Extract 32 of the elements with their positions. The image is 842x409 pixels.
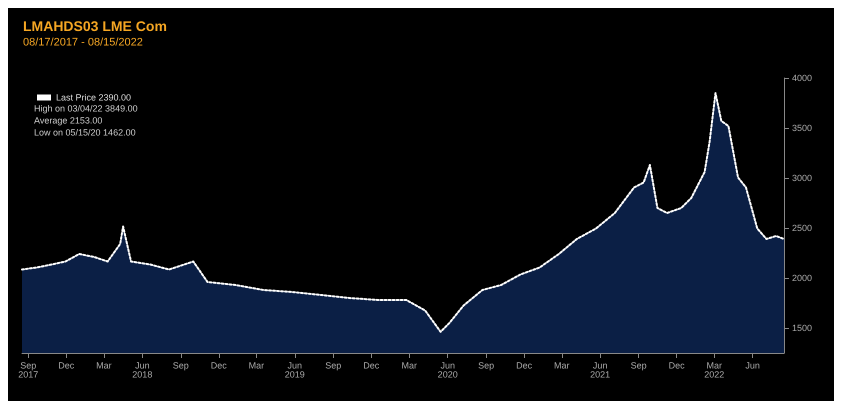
x-tick-label: Sep	[630, 360, 647, 370]
x-tick-label: Mar	[554, 360, 570, 370]
x-tick-label: Sep 2017	[18, 360, 38, 380]
x-tick-label: Mar	[402, 360, 418, 370]
x-tick-label: Dec	[210, 360, 228, 370]
y-tick-label: 2500	[792, 223, 812, 233]
y-tick-label: 3500	[792, 123, 812, 133]
x-tick-label: Jun	[745, 360, 760, 370]
x-tick-label: Sep	[478, 360, 494, 370]
y-tick-label: 1500	[792, 323, 812, 333]
x-tick-label: Dec	[58, 360, 75, 370]
x-tick-label: Sep	[325, 360, 342, 370]
annotation: Average 2153.00	[34, 116, 102, 126]
chart-subtitle: 08/17/2017 - 08/15/2022	[23, 36, 143, 48]
x-tick-label: Dec	[363, 360, 380, 370]
x-tick-label: Dec	[516, 360, 533, 370]
x-tick-label: Jun 2021	[590, 360, 610, 380]
legend-label: Last Price 2390.00	[56, 92, 132, 102]
y-tick-label: 3000	[792, 173, 812, 183]
x-tick-label: Jun 2019	[284, 360, 305, 380]
x-tick-label: Jun 2018	[132, 360, 152, 380]
x-tick-label: Jun 2020	[438, 360, 458, 380]
x-tick-label: Mar	[248, 360, 264, 370]
chart-title: LMAHDS03 LME Com	[23, 18, 167, 34]
x-tick-label: Mar	[96, 360, 112, 370]
x-tick-label: Mar 2022	[704, 360, 724, 380]
annotation: Low on 05/15/20 1462.00	[34, 128, 136, 138]
x-tick-label: Sep	[172, 360, 189, 370]
x-tick-label: Dec	[668, 360, 686, 370]
y-tick-label: 2000	[792, 273, 812, 283]
annotation: High on 03/04/22 3849.00	[34, 104, 138, 114]
y-tick-label: 4000	[792, 73, 812, 83]
